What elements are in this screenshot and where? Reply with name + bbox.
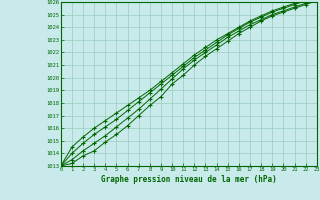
X-axis label: Graphe pression niveau de la mer (hPa): Graphe pression niveau de la mer (hPa): [101, 175, 277, 184]
